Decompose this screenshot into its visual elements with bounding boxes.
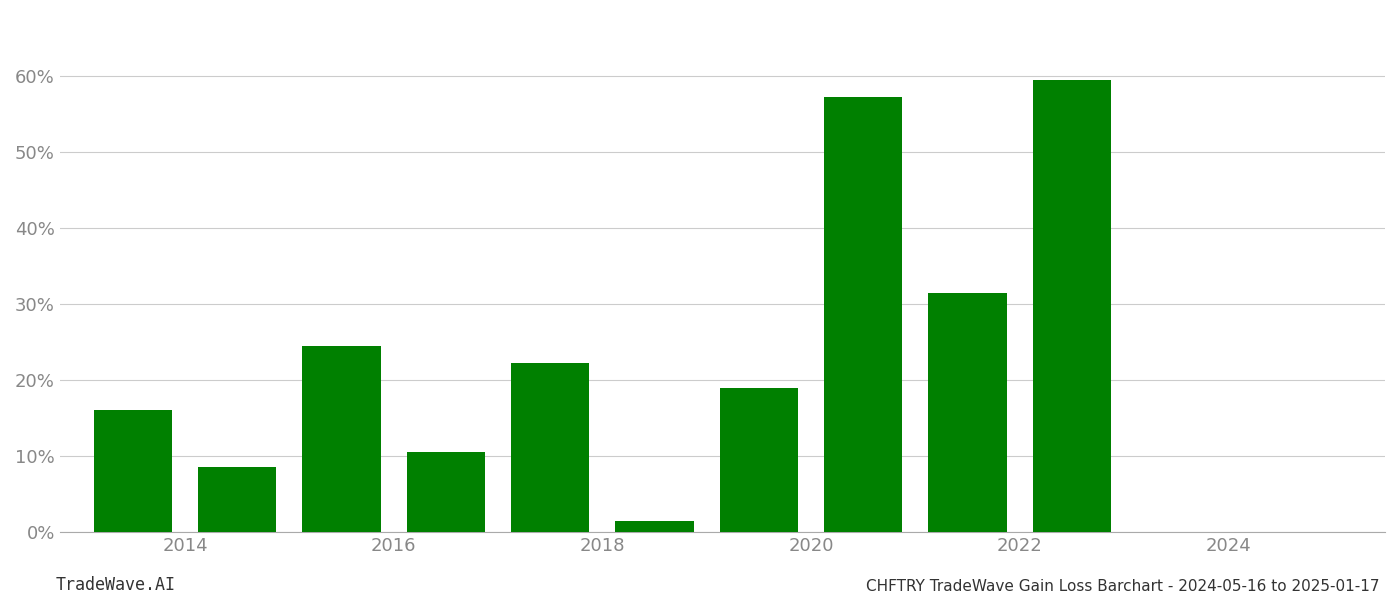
Bar xyxy=(825,97,903,532)
Bar xyxy=(616,521,693,532)
Text: TradeWave.AI: TradeWave.AI xyxy=(56,576,176,594)
Bar xyxy=(94,410,172,532)
Bar xyxy=(1033,80,1112,532)
Bar xyxy=(407,452,484,532)
Bar xyxy=(197,467,276,532)
Text: CHFTRY TradeWave Gain Loss Barchart - 2024-05-16 to 2025-01-17: CHFTRY TradeWave Gain Loss Barchart - 20… xyxy=(865,579,1379,594)
Bar xyxy=(720,388,798,532)
Bar xyxy=(302,346,381,532)
Bar xyxy=(511,364,589,532)
Bar xyxy=(928,293,1007,532)
